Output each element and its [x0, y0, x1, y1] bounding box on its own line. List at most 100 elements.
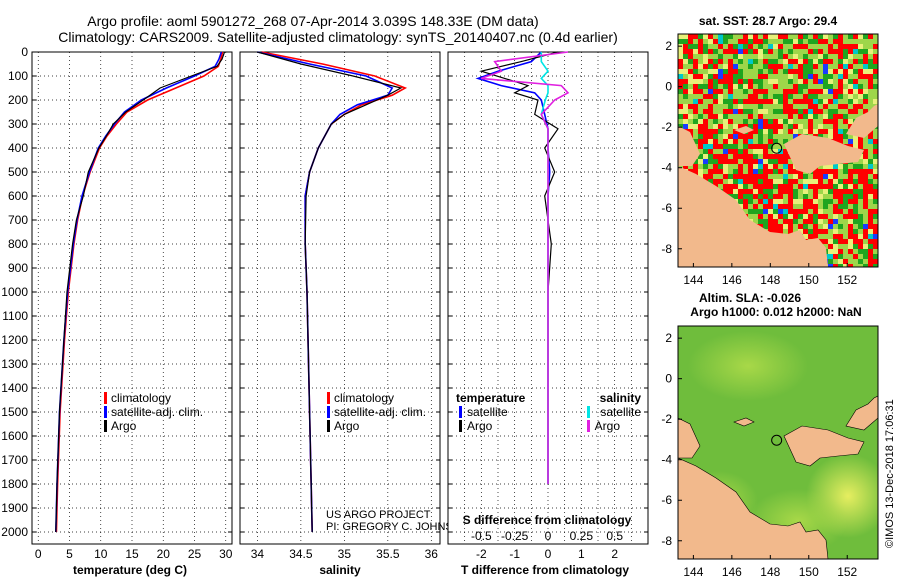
sst-pixel	[798, 184, 803, 189]
sst-pixel	[788, 39, 793, 44]
sst-pixel	[688, 59, 693, 64]
sst-pixel	[803, 224, 808, 229]
sst-pixel	[778, 179, 783, 184]
sst-pixel	[803, 44, 808, 49]
sst-pixel	[838, 199, 843, 204]
sst-pixel	[763, 209, 768, 214]
sst-pixel	[838, 134, 843, 139]
sst-pixel	[698, 44, 703, 49]
sst-pixel	[688, 39, 693, 44]
sst-pixel	[703, 149, 708, 154]
sst-pixel	[723, 154, 728, 159]
sst-pixel	[728, 99, 733, 104]
sst-pixel	[728, 34, 733, 39]
sst-pixel	[828, 129, 833, 134]
sst-pixel	[808, 199, 813, 204]
sst-pixel	[848, 89, 853, 94]
sst-pixel	[718, 59, 723, 64]
sst-pixel	[703, 134, 708, 139]
sst-pixel	[788, 124, 793, 129]
sst-pixel	[828, 179, 833, 184]
sst-pixel	[868, 134, 873, 139]
sst-pixel	[833, 229, 838, 234]
x-tick-label: 34	[251, 547, 265, 561]
sst-pixel	[763, 169, 768, 174]
sst-pixel	[713, 74, 718, 79]
sst-pixel	[708, 34, 713, 39]
sst-pixel	[793, 179, 798, 184]
sst-pixel	[708, 159, 713, 164]
sst-pixel	[763, 89, 768, 94]
sst-pixel	[833, 119, 838, 124]
sst-pixel	[803, 64, 808, 69]
sst-pixel	[743, 39, 748, 44]
depth-tick-label: 1500	[1, 405, 28, 419]
sst-pixel	[748, 39, 753, 44]
sst-pixel	[843, 79, 848, 84]
sst-pixel	[763, 59, 768, 64]
sst-pixel	[848, 244, 853, 249]
map-x-tick-label: 152	[837, 565, 857, 579]
sst-pixel	[858, 219, 863, 224]
sst-pixel	[873, 144, 878, 149]
sst-pixel	[803, 84, 808, 89]
sst-pixel	[863, 109, 868, 114]
sst-pixel	[788, 229, 793, 234]
sst-pixel	[853, 99, 858, 104]
sst-pixel	[818, 54, 823, 59]
sst-pixel	[768, 194, 773, 199]
sst-pixel	[713, 144, 718, 149]
salinity-difference-tick-label: 0.5	[606, 529, 623, 543]
depth-tick-label: 800	[8, 237, 28, 251]
sst-pixel	[718, 74, 723, 79]
sst-pixel	[858, 104, 863, 109]
difference-panel: -2 -1 0 1 2 -0.5 -0.25 0 0.25 0.5 S difference f…	[447, 51, 649, 577]
sst-pixel	[823, 34, 828, 39]
sst-pixel	[698, 89, 703, 94]
sst-pixel	[693, 164, 698, 169]
sst-pixel	[803, 199, 808, 204]
sst-pixel	[863, 244, 868, 249]
sst-pixel	[833, 209, 838, 214]
sst-pixel	[863, 199, 868, 204]
temperature-axis-label: temperature (deg C)	[73, 563, 187, 577]
new-guinea-west-land	[678, 126, 700, 166]
sst-pixel	[863, 194, 868, 199]
sst-pixel	[758, 39, 763, 44]
sst-pixel	[868, 139, 873, 144]
sst-pixel	[843, 204, 848, 209]
sst-pixel	[683, 89, 688, 94]
sst-pixel	[813, 89, 818, 94]
legend-label-temp-satellite: satellite	[467, 405, 508, 419]
sst-pixel	[738, 199, 743, 204]
sst-pixel	[798, 89, 803, 94]
sst-pixel	[768, 139, 773, 144]
sst-pixel	[853, 109, 858, 114]
sst-pixel	[758, 84, 763, 89]
sst-pixel	[713, 169, 718, 174]
sst-map-frame	[677, 33, 879, 268]
sst-pixel	[873, 189, 878, 194]
sst-pixel	[738, 184, 743, 189]
sst-pixel	[778, 224, 783, 229]
sst-pixel	[708, 74, 713, 79]
sst-pixel	[728, 184, 733, 189]
legend-label-sal-argo: Argo	[595, 419, 621, 433]
sst-pixel	[858, 189, 863, 194]
x-tick-label: 30	[219, 547, 233, 561]
sst-pixel	[783, 89, 788, 94]
sst-pixel	[863, 169, 868, 174]
sst-pixel	[743, 204, 748, 209]
sst-pixel	[773, 164, 778, 169]
sst-pixel	[783, 154, 788, 159]
sst-pixel	[728, 69, 733, 74]
sst-pixel	[798, 74, 803, 79]
sst-pixel	[783, 204, 788, 209]
sst-pixel	[678, 49, 683, 54]
sst-pixel	[763, 74, 768, 79]
sst-pixel	[703, 49, 708, 54]
sst-pixel	[758, 109, 763, 114]
sst-pixel	[858, 144, 863, 149]
legend-label-temp-argo: Argo	[467, 419, 493, 433]
sst-pixel	[748, 79, 753, 84]
